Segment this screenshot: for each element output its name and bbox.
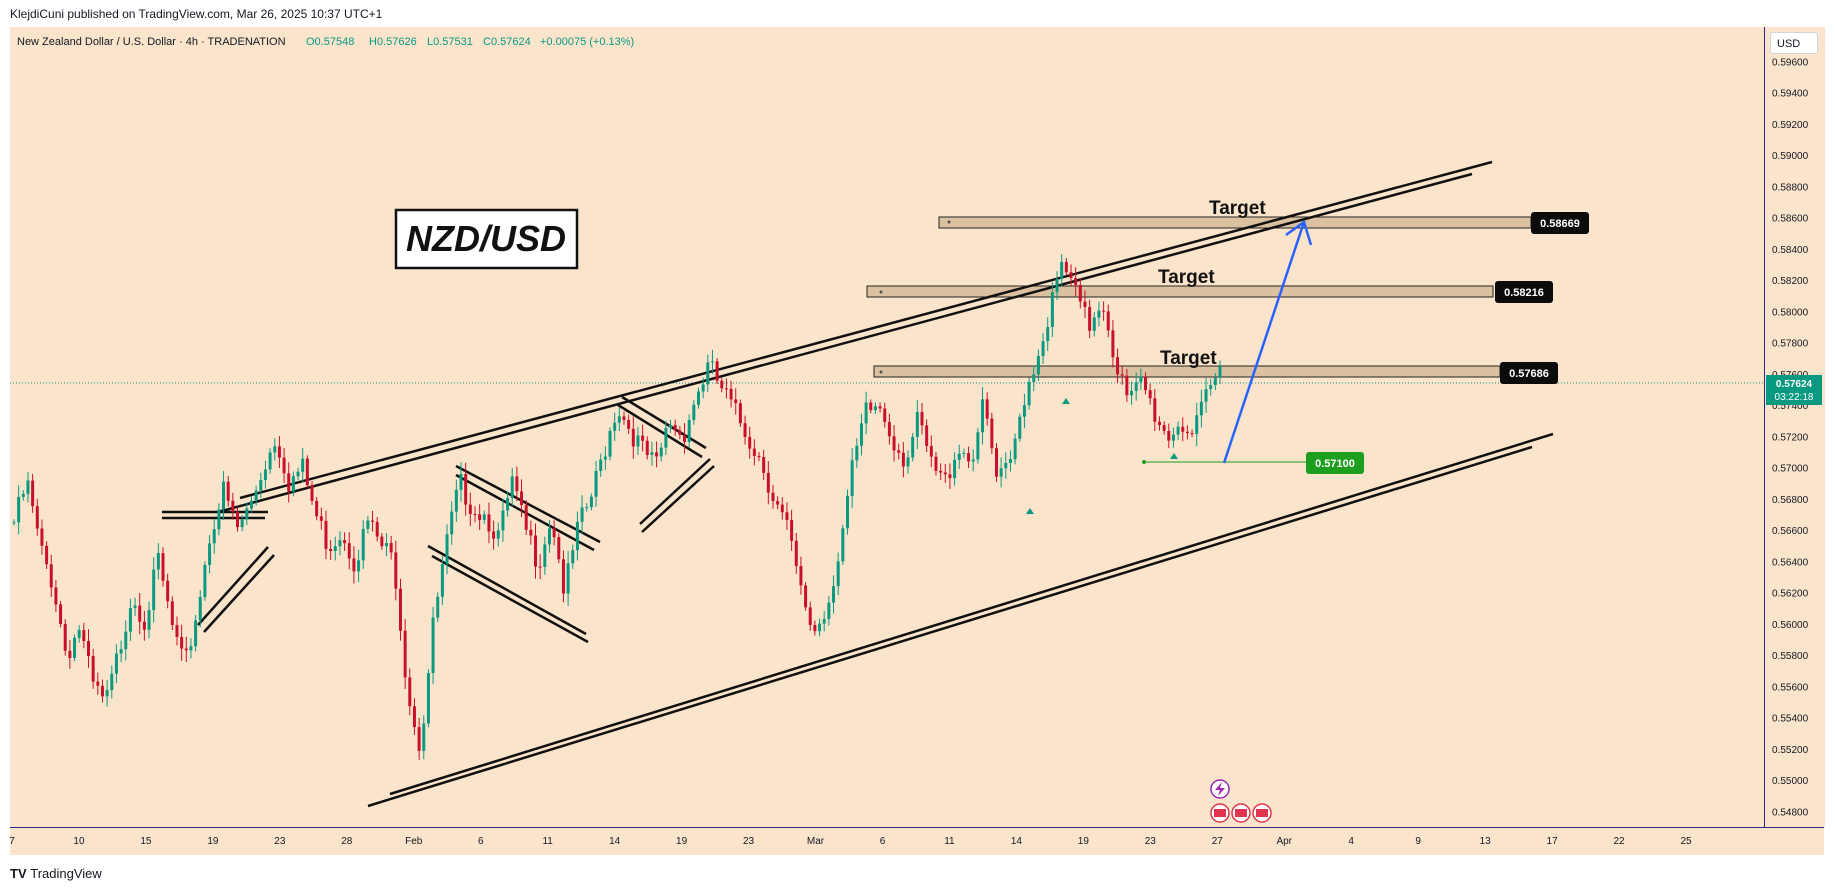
tradingview-logo-text: TradingView — [30, 866, 102, 881]
price-axis[interactable] — [1764, 27, 1825, 827]
chart-area[interactable] — [10, 27, 1764, 827]
publisher-text: KlejdiCuni published on TradingView.com,… — [10, 7, 383, 21]
publisher-header: KlejdiCuni published on TradingView.com,… — [0, 0, 1835, 27]
currency-button[interactable]: USD — [1770, 32, 1818, 54]
tradingview-logo[interactable]: TV TradingView — [10, 866, 102, 881]
tradingview-logo-icon: TV — [10, 866, 31, 881]
time-axis[interactable] — [10, 827, 1824, 856]
footer: TV TradingView — [0, 855, 1835, 891]
